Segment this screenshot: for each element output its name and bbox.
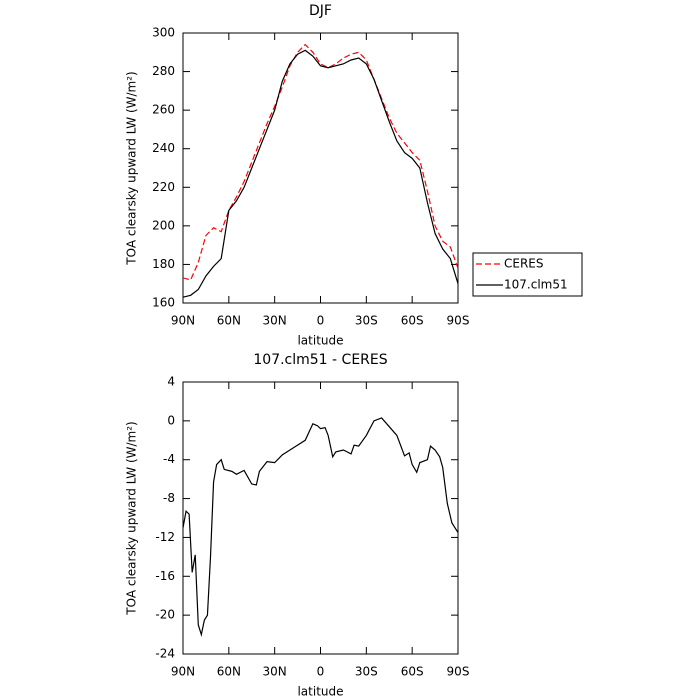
y-tick-label: 160: [152, 296, 175, 310]
x-tick-label: 90S: [447, 314, 470, 328]
x-tick-label: 30N: [263, 314, 287, 328]
y-tick-label: -16: [155, 569, 175, 583]
x-tick-label: 30N: [263, 665, 287, 679]
y-axis-label: TOA clearsky upward LW (W/m²): [125, 421, 139, 615]
x-tick-label: 60S: [401, 314, 424, 328]
plot-frame: [182, 32, 459, 304]
x-tick-label: 60S: [401, 665, 424, 679]
plot-frame: [182, 381, 459, 655]
x-tick-label: 0: [317, 665, 325, 679]
y-tick-label: 200: [152, 218, 175, 232]
x-tick-label: 0: [317, 314, 325, 328]
y-tick-label: -8: [163, 491, 175, 505]
y-axis-label: TOA clearsky upward LW (W/m²): [125, 71, 139, 265]
data-line: [182, 49, 459, 298]
y-tick-label: 220: [152, 180, 175, 194]
y-tick-label: 280: [152, 64, 175, 78]
chart-title: DJF: [309, 3, 332, 19]
y-tick-label: 0: [167, 413, 175, 427]
y-tick-label: -24: [155, 647, 175, 661]
legend-label: 107.clm51: [504, 278, 568, 292]
y-tick-label: 300: [152, 26, 175, 40]
y-tick-label: -4: [163, 452, 175, 466]
x-tick-label: 30S: [355, 314, 378, 328]
x-axis-label: latitude: [297, 334, 343, 348]
y-tick-label: -20: [155, 608, 175, 622]
data-line: [182, 43, 459, 281]
legend-box: [472, 252, 583, 297]
y-tick-label: -12: [155, 530, 175, 544]
x-tick-label: 60N: [217, 665, 241, 679]
y-tick-label: 4: [167, 375, 175, 389]
data-line: [182, 417, 459, 637]
x-axis-label: latitude: [297, 685, 343, 699]
chart-title: 107.clm51 - CERES: [253, 352, 387, 368]
x-tick-label: 30S: [355, 665, 378, 679]
x-tick-label: 90S: [447, 665, 470, 679]
x-tick-label: 60N: [217, 314, 241, 328]
legend-label: CERES: [504, 257, 544, 271]
y-tick-label: 260: [152, 103, 175, 117]
y-tick-label: 240: [152, 141, 175, 155]
y-tick-label: 180: [152, 257, 175, 271]
x-tick-label: 90N: [171, 665, 195, 679]
x-tick-label: 90N: [171, 314, 195, 328]
